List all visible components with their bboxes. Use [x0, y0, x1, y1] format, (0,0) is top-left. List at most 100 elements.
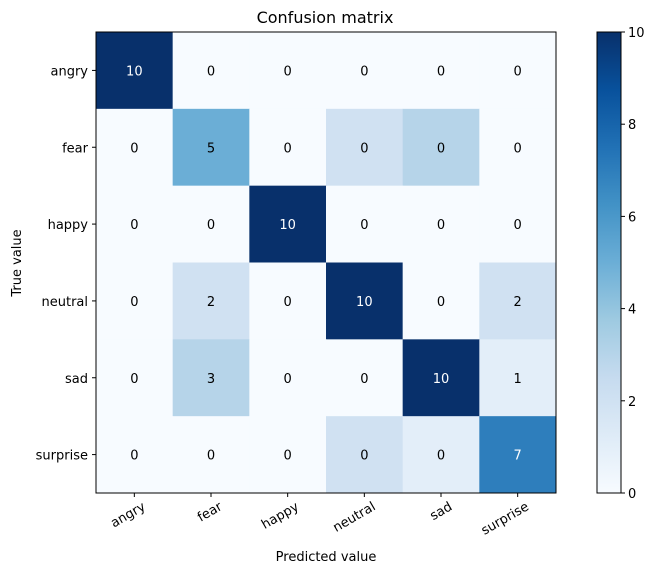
matrix-cell	[479, 185, 557, 263]
matrix-cell	[249, 108, 327, 187]
matrix-cell	[96, 262, 174, 340]
matrix-cell	[326, 108, 404, 187]
matrix-cell	[96, 185, 174, 263]
matrix-cell	[402, 185, 480, 263]
cell-value-label: 1	[514, 372, 522, 387]
y-tick-label: angry	[51, 64, 89, 79]
y-tick-label: happy	[48, 218, 89, 233]
colorbar-tick-label: 4	[628, 303, 636, 318]
matrix-cell	[326, 32, 404, 110]
x-tick-label: surprise	[479, 499, 532, 538]
matrix-cell	[479, 262, 557, 340]
cell-value-label: 0	[130, 218, 138, 233]
y-tick-label: fear	[62, 141, 89, 156]
matrix-cell	[402, 262, 480, 340]
cell-value-label: 0	[207, 218, 215, 233]
cell-value-label: 0	[130, 141, 138, 156]
cell-value-label: 0	[130, 449, 138, 464]
x-tick-label: fear	[195, 499, 225, 525]
x-tick-label: angry	[108, 499, 148, 531]
x-axis-ticks: angry fear happy neutral sad surprise	[108, 493, 532, 539]
cell-value-label: 0	[284, 449, 292, 464]
matrix-cell	[172, 416, 250, 494]
matrix-cell	[96, 108, 174, 187]
matrix-cell	[479, 339, 557, 417]
cell-value-label: 5	[207, 141, 215, 156]
matrix-cell	[172, 185, 250, 263]
y-tick-label: surprise	[36, 449, 88, 464]
cell-value-label: 0	[514, 141, 522, 156]
cell-value-label: 10	[126, 64, 143, 79]
colorbar-tick-label: 10	[628, 26, 645, 41]
cell-value-label: 0	[514, 218, 522, 233]
matrix-cell	[402, 339, 480, 417]
cell-value-label: 0	[437, 218, 445, 233]
matrix-cell	[326, 185, 404, 263]
matrix-cell	[326, 262, 404, 340]
matrix-cell-labels: 10 0 0 0 0 00 5 0 0 0 00 0 10 0 0 00 2 0 10 0 20 3 0 0 10 10 0 0 0 0 7	[126, 64, 522, 463]
matrix-cell	[479, 416, 557, 494]
matrix-cell	[96, 32, 174, 110]
cell-value-label: 7	[514, 449, 522, 464]
cell-value-label: 0	[437, 141, 445, 156]
matrix-cell	[249, 339, 327, 417]
cell-value-label: 10	[356, 295, 373, 310]
colorbar-tick-label: 0	[628, 487, 636, 502]
matrix-cell	[402, 416, 480, 494]
cell-value-label: 0	[437, 64, 445, 79]
cell-value-label: 0	[514, 64, 522, 79]
cell-value-label: 0	[360, 64, 368, 79]
x-axis-label: Predicted value	[276, 550, 377, 565]
cell-value-label: 10	[433, 372, 450, 387]
chart-title: Confusion matrix	[257, 8, 394, 27]
cell-value-label: 0	[207, 449, 215, 464]
cell-value-label: 10	[279, 218, 296, 233]
matrix-cell	[172, 108, 250, 187]
x-tick-label: neutral	[331, 499, 379, 535]
matrix-cell	[172, 32, 250, 110]
matrix-cell	[402, 108, 480, 187]
colorbar-tick-label: 6	[628, 210, 636, 225]
cell-value-label: 0	[360, 449, 368, 464]
matrix-cell	[96, 339, 174, 417]
matrix-cell	[249, 262, 327, 340]
matrix-cell	[249, 185, 327, 263]
plot-frame	[95, 31, 557, 494]
cell-value-label: 0	[360, 218, 368, 233]
y-axis-label: True value	[10, 229, 25, 297]
cell-value-label: 0	[437, 295, 445, 310]
matrix-cell	[326, 416, 404, 494]
matrix-cell	[172, 262, 250, 340]
colorbar-tick-label: 2	[628, 395, 636, 410]
matrix-cell	[249, 416, 327, 494]
matrix-cell	[326, 339, 404, 417]
cell-value-label: 0	[130, 295, 138, 310]
matrix-cells	[96, 32, 557, 494]
cell-value-label: 0	[284, 64, 292, 79]
cell-value-label: 0	[360, 141, 368, 156]
matrix-cell	[402, 32, 480, 110]
colorbar-ticks: 0 2 4 6 8 10	[621, 26, 645, 502]
colorbar-tick-label: 8	[628, 118, 636, 133]
cell-value-label: 0	[207, 64, 215, 79]
matrix-cell	[249, 32, 327, 110]
matrix-cell	[479, 32, 557, 110]
cell-value-label: 0	[130, 372, 138, 387]
cell-value-label: 0	[360, 372, 368, 387]
cell-value-label: 3	[207, 372, 215, 387]
cell-value-label: 2	[207, 295, 215, 310]
x-tick-label: sad	[428, 499, 455, 523]
y-tick-label: sad	[65, 372, 88, 387]
cell-value-label: 0	[284, 141, 292, 156]
matrix-cell	[479, 108, 557, 187]
cell-value-label: 0	[284, 295, 292, 310]
matrix-cell	[96, 416, 174, 494]
cell-value-label: 0	[437, 449, 445, 464]
matrix-cell	[172, 339, 250, 417]
y-tick-label: neutral	[42, 295, 89, 310]
colorbar	[596, 31, 622, 494]
x-tick-label: happy	[259, 499, 302, 532]
cell-value-label: 0	[284, 372, 292, 387]
y-axis-ticks: angry fear happy neutral sad surprise	[36, 64, 96, 464]
